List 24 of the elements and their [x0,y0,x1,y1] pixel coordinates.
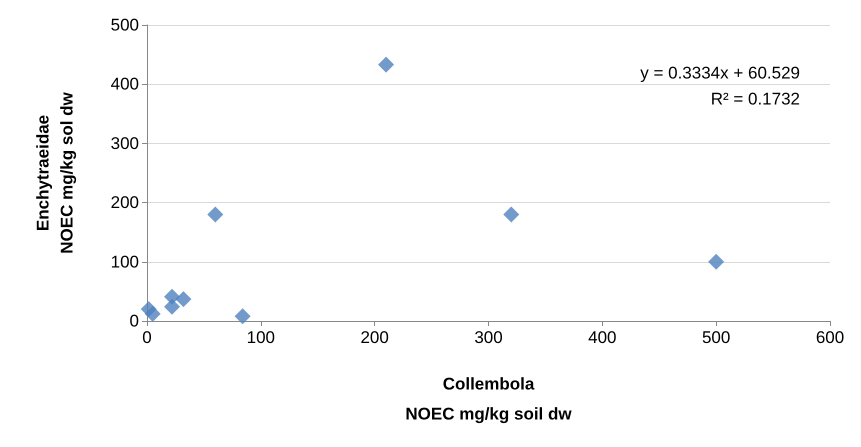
y-tick-label: 300 [110,134,139,153]
point [378,56,394,73]
y-axis-title: Enchytraeidae NOEC mg/kg sol dw [34,91,76,254]
annotation: y = 0.3334x + 60.529 R² = 0.1732 [640,64,800,108]
x-tick-label: 600 [816,328,844,347]
point [164,298,180,315]
x-tick-label: 100 [246,328,276,347]
point [207,206,224,222]
point [234,308,251,324]
x-tick-label: 0 [142,328,152,347]
x-axis-title: Collembola NOEC mg/kg soil dw [405,374,572,424]
y-tick-label: 500 [110,16,139,34]
x-tick-label: 500 [702,328,730,347]
y-tick-label: 0 [130,312,139,330]
x-tick-label: 300 [474,328,503,347]
point [144,306,161,322]
point [175,291,192,308]
x-tick-label: 200 [360,328,389,347]
y-tick-label: 200 [110,193,139,212]
point [503,206,520,222]
y-tick-label: 400 [110,74,139,94]
x-tick-label: 400 [588,328,617,347]
point [708,254,724,270]
y-tick-label: 100 [110,252,139,272]
